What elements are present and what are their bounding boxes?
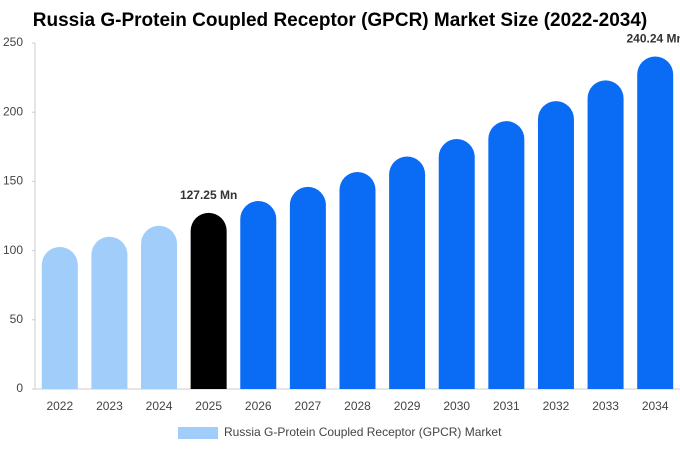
x-tick-label: 2022: [46, 399, 73, 413]
y-tick-label: 200: [3, 104, 23, 118]
bar: [41, 247, 78, 389]
y-tick-label: 250: [3, 35, 23, 49]
x-tick-label: 2027: [295, 399, 322, 413]
x-tick-label: 2025: [195, 399, 222, 413]
bar: [389, 156, 426, 389]
bar: [438, 139, 475, 389]
x-tick-label: 2023: [96, 399, 123, 413]
chart-title: Russia G-Protein Coupled Receptor (GPCR)…: [33, 10, 648, 31]
x-tick-label: 2034: [642, 399, 669, 413]
y-tick-label: 150: [3, 174, 23, 188]
bar: [339, 171, 376, 389]
x-tick-label: 2024: [146, 399, 173, 413]
legend-label: Russia G-Protein Coupled Receptor (GPCR)…: [224, 425, 502, 439]
bar: [289, 186, 326, 389]
x-tick-label: 2029: [394, 399, 421, 413]
bar: [637, 56, 674, 389]
data-label: 240.24 Mn: [627, 32, 680, 46]
y-tick-label: 50: [10, 312, 24, 326]
data-label: 127.25 Mn: [180, 188, 237, 202]
y-tick-label: 0: [16, 381, 23, 395]
bar: [587, 80, 624, 390]
bar: [240, 201, 277, 389]
x-tick-label: 2032: [543, 399, 570, 413]
bar: [141, 225, 178, 389]
bar: [488, 121, 525, 389]
x-tick-label: 2028: [344, 399, 371, 413]
x-tick-label: 2033: [592, 399, 619, 413]
x-tick-label: 2031: [493, 399, 520, 413]
x-tick-label: 2026: [245, 399, 272, 413]
bar: [91, 236, 128, 389]
x-tick-label: 2030: [443, 399, 470, 413]
legend-swatch: [178, 427, 218, 439]
bar: [537, 101, 574, 390]
y-tick-label: 100: [3, 243, 23, 257]
bar: [190, 212, 227, 389]
